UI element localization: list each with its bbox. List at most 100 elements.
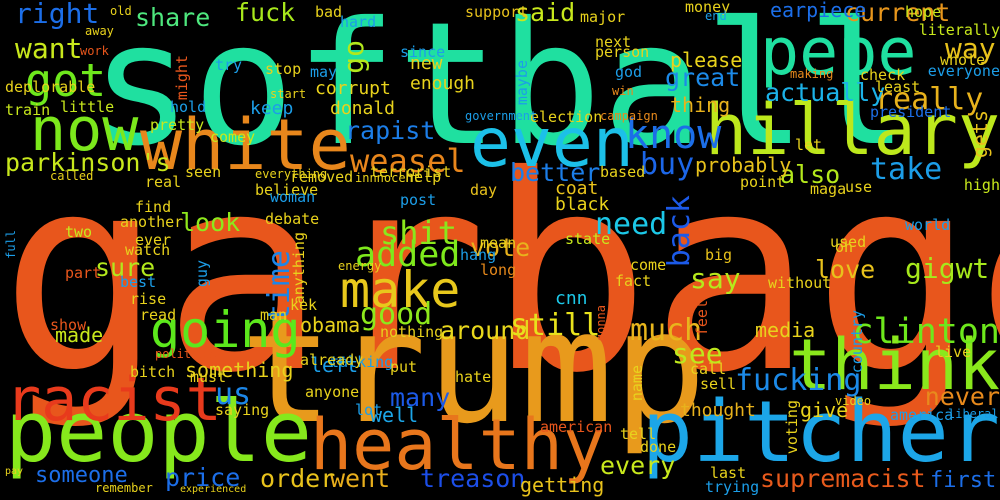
word-hope: hope	[905, 3, 942, 21]
word-said: said	[515, 0, 576, 27]
word-major: major	[580, 8, 626, 26]
word-something: something	[185, 358, 294, 382]
word-everyone: everyone	[927, 62, 1000, 80]
word-love: love	[815, 255, 876, 284]
word-point: point	[740, 173, 786, 191]
word-based: based	[600, 163, 646, 181]
word-without: without	[768, 274, 832, 292]
word-long: long	[480, 261, 517, 279]
word-fuck: fuck	[235, 0, 296, 27]
word-big: big	[705, 246, 733, 264]
word-put: put	[390, 358, 418, 376]
word-look: look	[180, 208, 241, 237]
word-many: many	[390, 383, 451, 412]
word-racist: racist	[5, 365, 222, 435]
word-state: state	[565, 230, 611, 248]
word-weasel: weasel	[350, 142, 466, 180]
word-actually: actually	[765, 78, 886, 107]
word-coat: coat	[555, 178, 599, 199]
word-rapist: rapist	[345, 116, 436, 145]
word-went: went	[330, 464, 391, 493]
word-tell: tell	[620, 425, 657, 443]
word-train: train	[5, 101, 51, 119]
word-man: man	[260, 306, 288, 324]
word-help: help	[405, 168, 442, 186]
word-removed: removed	[290, 168, 354, 186]
word-anything: anything	[290, 232, 308, 305]
word-president: president	[870, 103, 952, 121]
word-current: current	[845, 0, 951, 27]
word-live: live	[935, 343, 972, 361]
word-feel: feel	[693, 300, 711, 337]
word-deplorable: deplorable	[5, 78, 96, 96]
word-government: government	[465, 109, 538, 123]
word-people: people	[5, 383, 313, 482]
word-innnocent: innnocent	[355, 171, 421, 185]
word-around: around	[440, 316, 531, 345]
word-find: find	[135, 198, 172, 216]
word-fact: fact	[615, 272, 652, 290]
word-stop: stop	[265, 60, 302, 78]
word-bitch: bitch	[130, 363, 176, 381]
word-next: next	[595, 33, 632, 51]
word-cnn: cnn	[555, 288, 588, 309]
word-work: work	[80, 44, 109, 58]
word-called: called	[50, 169, 94, 183]
word-little: little	[60, 98, 115, 116]
word-corrupt: corrupt	[315, 78, 391, 99]
word-now: now	[30, 95, 139, 165]
word-good: good	[360, 297, 433, 332]
word-every: every	[600, 451, 676, 480]
word-enough: enough	[410, 73, 476, 94]
word-buy: buy	[640, 147, 695, 182]
word-maga: maga	[810, 180, 847, 198]
word-money: money	[685, 0, 731, 16]
word-away: away	[85, 24, 114, 38]
word-hang: hang	[460, 246, 497, 264]
word-day: day	[470, 181, 498, 199]
word-probably: probably	[695, 153, 792, 177]
word-use: use	[845, 178, 873, 196]
word-garbage: garbage	[0, 117, 1000, 432]
word-comey: comey	[210, 128, 256, 146]
word-getting: getting	[520, 473, 605, 497]
word-high: high	[963, 176, 1000, 194]
word-election: election	[530, 108, 603, 126]
word-come: come	[630, 256, 667, 274]
word-also: also	[780, 160, 841, 189]
word-pepe: pepe	[760, 15, 917, 90]
word-god: god	[615, 63, 643, 81]
word-since: since	[400, 43, 446, 61]
word-must: must	[190, 368, 227, 386]
word-support: support	[465, 3, 529, 21]
word-much: much	[630, 313, 703, 348]
word-america: america	[890, 406, 954, 424]
word-seen: seen	[185, 163, 222, 181]
word-maybe: maybe	[513, 60, 531, 106]
word-gigwt: gigwt	[905, 252, 990, 285]
word-hard: hard	[340, 13, 377, 31]
word-donald: donald	[330, 98, 396, 119]
word-hold: hold	[170, 98, 207, 116]
word-got: got	[25, 54, 107, 107]
word-take: take	[870, 152, 943, 187]
word-full: full	[4, 230, 18, 259]
word-share: share	[135, 3, 211, 32]
word-order: order	[260, 464, 336, 493]
word-hillary: hillary	[704, 89, 1000, 171]
word-best: best	[120, 273, 157, 291]
word-rise: rise	[130, 290, 167, 308]
word-end: end	[705, 9, 727, 23]
word-price: price	[165, 463, 241, 492]
word-country: country	[848, 310, 866, 374]
word-going: going	[150, 301, 301, 359]
word-well: well	[370, 403, 419, 427]
word-earpiece: earpiece	[770, 0, 867, 22]
word-obama: obama	[300, 313, 361, 337]
word-never: never	[924, 382, 1000, 411]
word-think: think	[789, 324, 1000, 406]
word-literally: literally	[918, 21, 1000, 39]
word-say: say	[690, 262, 741, 295]
word-sell: sell	[700, 375, 737, 393]
